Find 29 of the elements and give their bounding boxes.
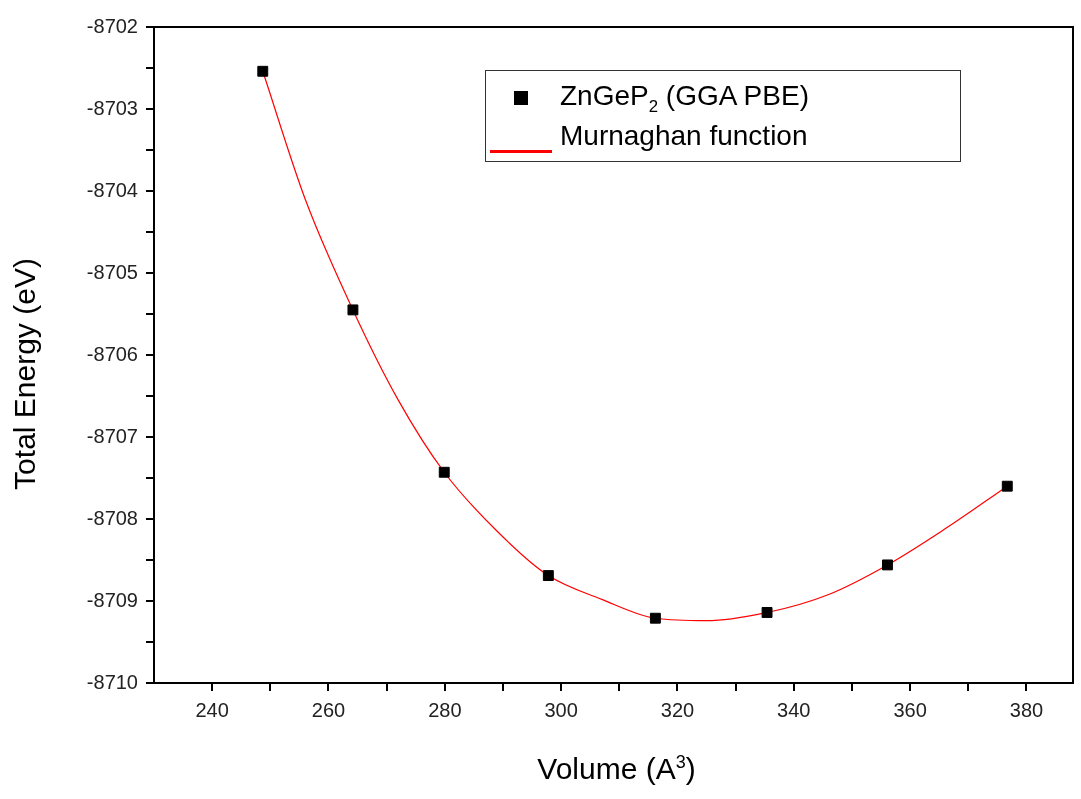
point <box>882 559 893 571</box>
y-tick-label: -8705 <box>86 260 138 283</box>
point <box>438 466 450 478</box>
y-tick-label: -8703 <box>86 96 138 119</box>
x-tick-label: 320 <box>660 698 695 721</box>
legend-label: ZnGeP$_{2}$ (GGA PBE) <box>560 79 809 117</box>
point <box>649 612 661 624</box>
x-tick-label: 360 <box>893 698 927 721</box>
y-tick-label: -8708 <box>86 506 138 529</box>
y-tick-label: -8710 <box>86 670 138 693</box>
point <box>257 65 269 77</box>
x-tick-label: 340 <box>777 698 811 721</box>
x-tick-label: 300 <box>544 698 578 721</box>
y-tick-label: -8709 <box>86 588 138 611</box>
y-tick-label: -8702 <box>86 14 138 37</box>
y-tick-label: -8704 <box>86 178 138 201</box>
y-tick-label: -8706 <box>86 342 138 365</box>
x-tick-label: 280 <box>428 698 462 721</box>
y-tick-label: -8707 <box>86 424 138 447</box>
point <box>1001 480 1013 492</box>
point <box>347 304 359 316</box>
y-axis-title: Total Energy (eV) <box>8 257 42 492</box>
point <box>761 607 773 618</box>
legend-label: Murnaghan function <box>560 120 808 152</box>
x-tick-label: 240 <box>195 698 229 721</box>
x-axis-title: Volume (A$^{3}$) <box>536 752 697 786</box>
x-tick-label: 380 <box>1009 698 1044 721</box>
x-tick-label: 260 <box>311 698 346 721</box>
point <box>542 570 554 582</box>
